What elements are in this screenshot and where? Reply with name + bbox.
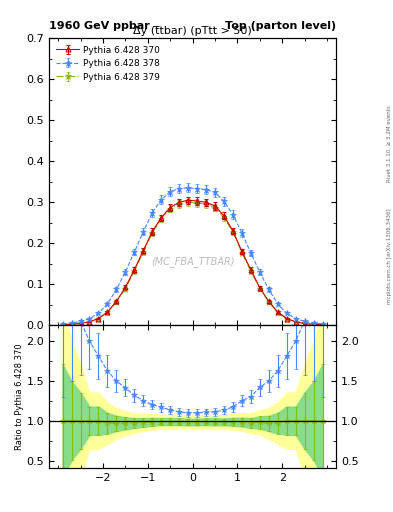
Text: (MC_FBA_TTBAR): (MC_FBA_TTBAR) [151, 257, 234, 267]
Text: Top (parton level): Top (parton level) [225, 20, 336, 31]
Text: mcplots.cern.ch [arXiv:1306.3436]: mcplots.cern.ch [arXiv:1306.3436] [387, 208, 391, 304]
Text: 1960 GeV ppbar: 1960 GeV ppbar [49, 20, 150, 31]
Text: Rivet 3.1.10, ≥ 3.2M events: Rivet 3.1.10, ≥ 3.2M events [387, 105, 391, 182]
Y-axis label: Ratio to Pythia 6.428 370: Ratio to Pythia 6.428 370 [15, 344, 24, 450]
Title: Δy (t̅tbar) (pTtt > 50): Δy (t̅tbar) (pTtt > 50) [133, 26, 252, 36]
Legend: Pythia 6.428 370, Pythia 6.428 378, Pythia 6.428 379: Pythia 6.428 370, Pythia 6.428 378, Pyth… [53, 43, 163, 84]
